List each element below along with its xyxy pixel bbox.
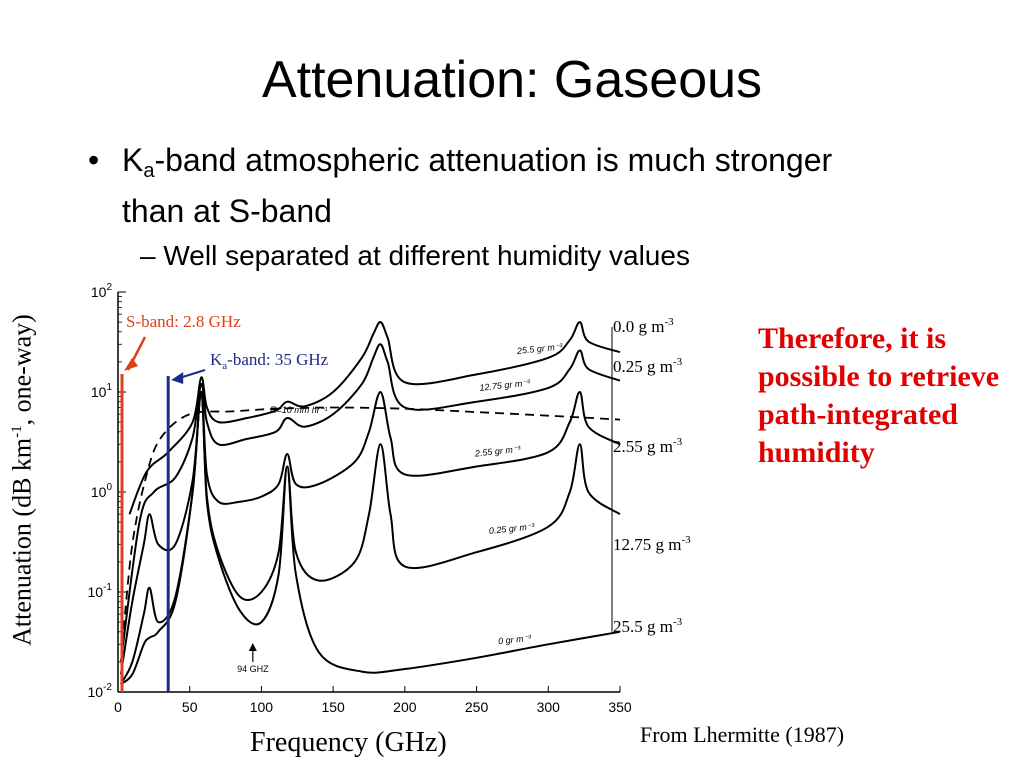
x-tick-label: 100 — [250, 699, 274, 715]
series-inline-label: 25.5 gr m⁻³ — [515, 341, 564, 356]
series-label-0: 0.0 g m-3 — [613, 316, 674, 336]
kaband-arrowhead — [171, 372, 184, 384]
x-tick-label: 250 — [465, 699, 489, 715]
series-label-sup: -3 — [664, 316, 674, 328]
y-tick-exponent: 1 — [106, 382, 112, 393]
rain-attenuation-curve — [121, 406, 621, 645]
x-tick-label: 350 — [608, 699, 632, 715]
kaband-marker-label: Ka-band: 35 GHz — [210, 350, 329, 372]
y-tick-exponent: 2 — [106, 282, 112, 293]
series-label-4: 25.5 g m-3 — [613, 616, 683, 636]
y-tick-exponent: 0 — [106, 482, 112, 493]
bullet-text-sub: a — [143, 160, 155, 182]
series-inline-label: 0.25 gr m⁻³ — [488, 521, 536, 536]
series-line-4 — [128, 321, 621, 515]
y-tick-exponent: -2 — [103, 682, 112, 693]
series-line-0 — [120, 390, 621, 685]
sub-bullet-humidity: – Well separated at different humidity v… — [140, 240, 690, 272]
annotation-arrowhead — [248, 643, 257, 651]
kaband-label-rest: -band: 35 GHz — [227, 350, 328, 369]
y-tick-label: 102 — [91, 282, 113, 300]
x-tick-label: 0 — [114, 699, 122, 715]
bullet-text-post: -band atmospheric attenuation is much st… — [122, 142, 833, 229]
x-tick-label: 150 — [321, 699, 345, 715]
series-label-sup: -3 — [673, 356, 683, 368]
x-tick-label: 300 — [537, 699, 561, 715]
source-citation: From Lhermitte (1987) — [640, 722, 845, 747]
series-inline-label: 0 gr m⁻³ — [498, 633, 533, 647]
sband-marker-label: S-band: 2.8 GHz — [126, 312, 241, 331]
series-label-sup: -3 — [673, 616, 683, 628]
x-tick-label: 200 — [393, 699, 417, 715]
y-tick-label: 101 — [91, 382, 113, 400]
slide-title: Attenuation: Gaseous — [261, 51, 763, 109]
y-axis-label-pre: Attenuation (dB km — [7, 437, 37, 646]
bullet-text: Ka-band atmospheric attenuation is much … — [122, 140, 882, 231]
series-line-2 — [119, 390, 621, 675]
y-axis-label: Attenuation (dB km-1, one-way) — [0, 300, 80, 660]
x-tick-label: 50 — [182, 699, 198, 715]
sband-arrowhead — [124, 358, 139, 371]
series-label-sup: -3 — [673, 436, 683, 448]
y-tick-label: 10-1 — [88, 582, 113, 600]
y-tick-label: 10-2 — [88, 682, 113, 700]
series-inline-label: 2.55 gr m⁻³ — [473, 444, 522, 459]
rain-curve-label: R=10 mm hr⁻¹ — [270, 405, 328, 415]
x-axis-label: Frequency (GHz) — [250, 727, 447, 758]
y-axis-label-sup: -1 — [9, 425, 25, 438]
series-label-sup: -3 — [681, 534, 691, 546]
y-axis-label-post: , one-way) — [7, 314, 37, 426]
sub-bullet-dash: – — [140, 240, 156, 271]
conclusion-text: Therefore, it is possible to retrieve pa… — [758, 322, 1000, 469]
series-label-2: 2.55 g m-3 — [613, 436, 683, 456]
series-layer: 0 gr m⁻³ 0.0 g m-3 0.25 gr m⁻³ 0.25 g m-3 2.… — [119, 316, 691, 685]
bullet-dot: • — [88, 142, 100, 178]
bullet-text-pre: K — [122, 142, 144, 178]
series-line-3 — [119, 343, 621, 663]
y-tick-exponent: -1 — [103, 582, 112, 593]
sub-bullet-text: Well separated at different humidity val… — [163, 240, 690, 271]
annotation-94ghz-label: 94 GHZ — [237, 664, 269, 674]
marker-layer: S-band: 2.8 GHz Ka-band: 35 GHz — [120, 312, 329, 692]
kaband-label-sub: a — [222, 360, 227, 372]
y-tick-label: 100 — [91, 482, 113, 500]
series-label-1: 0.25 g m-3 — [613, 356, 683, 376]
series-label-3: 12.75 g m-3 — [613, 534, 691, 554]
plot-area — [118, 292, 620, 692]
